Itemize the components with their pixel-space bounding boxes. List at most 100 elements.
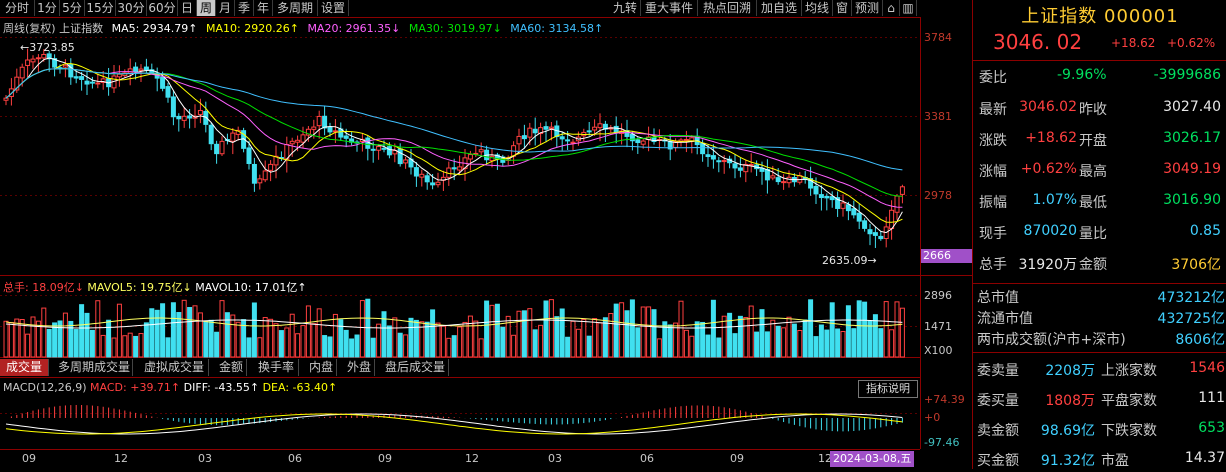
quote-value: 111	[1198, 390, 1225, 406]
volume-bar	[359, 300, 365, 358]
quote-label: 平盘家数	[1101, 393, 1157, 409]
volume-bar	[824, 329, 830, 358]
tab-60min[interactable]: 60分	[147, 0, 178, 16]
candle	[397, 148, 403, 165]
candle	[856, 212, 862, 222]
tab-30min[interactable]: 30分	[116, 0, 147, 16]
tab-amount[interactable]: 金额	[216, 359, 247, 376]
candle	[775, 177, 781, 183]
volume-bar	[797, 329, 803, 358]
tab-5min[interactable]: 5分	[60, 0, 85, 16]
volume-bar	[543, 300, 549, 358]
indicator-help-button[interactable]: 指标说明	[858, 380, 918, 398]
quote-label: 涨幅	[979, 164, 1007, 180]
quote-label: 最高	[1079, 164, 1107, 180]
tab-volume[interactable]: 成交量	[0, 359, 49, 376]
volume-bar	[624, 310, 630, 358]
volume-bar	[106, 319, 112, 358]
volume-bar	[408, 317, 414, 358]
quote-row: 振幅 1.07% 最低 3016.90	[973, 186, 1226, 214]
quote-value: 91.32亿	[1040, 453, 1095, 469]
tab-virtual-volume[interactable]: 虚拟成交量	[140, 359, 209, 376]
candle	[845, 204, 851, 212]
volume-bar	[808, 299, 814, 358]
order-row: 卖金额 98.69亿 下跌家数 653	[973, 414, 1226, 442]
quote-value: 8606亿	[1175, 332, 1225, 348]
volume-bar	[208, 319, 214, 358]
ma-lines-button[interactable]: 均线	[802, 0, 833, 16]
candle	[300, 134, 306, 143]
candle	[133, 66, 139, 73]
volume-bar	[883, 301, 889, 358]
volume-bar	[160, 303, 166, 358]
candle	[640, 140, 646, 145]
tab-multi-period[interactable]: 多周期	[273, 0, 318, 16]
candle	[872, 232, 878, 236]
volume-bar	[230, 314, 236, 358]
candle	[386, 146, 392, 156]
tab-day[interactable]: 日	[178, 0, 197, 16]
volume-total-label: 总手: 18.09亿↓	[3, 281, 84, 294]
volume-bar	[678, 300, 684, 358]
candle	[532, 128, 538, 134]
order-row: 买金额 91.32亿 市盈 14.37	[973, 444, 1226, 472]
hot-review-button[interactable]: 热点回溯	[698, 0, 757, 16]
candle	[521, 135, 527, 140]
volume-bar	[872, 314, 878, 358]
tab-turnover[interactable]: 换手率	[254, 359, 299, 376]
candle	[370, 148, 376, 151]
tab-year[interactable]: 年	[254, 0, 273, 16]
volume-bar	[613, 303, 619, 358]
major-events-button[interactable]: 重大事件	[641, 0, 698, 16]
volume-bar	[840, 331, 846, 358]
quote-label: 总手	[979, 257, 1007, 273]
tab-outer[interactable]: 外盘	[344, 359, 375, 376]
candlestick-chart[interactable]	[0, 0, 972, 469]
candle	[710, 155, 716, 160]
volume-bar	[235, 321, 241, 358]
volume-bar	[35, 320, 41, 358]
candle	[62, 64, 68, 68]
chart-icon[interactable]: ▥	[900, 0, 917, 16]
quote-label: 上涨家数	[1101, 363, 1157, 379]
volume-bar	[214, 331, 220, 358]
quote-value: 432725亿	[1157, 311, 1225, 327]
candle	[808, 178, 814, 189]
tab-week[interactable]: 周	[197, 0, 216, 16]
candle	[84, 80, 90, 85]
volume-bar	[516, 310, 522, 358]
macd-legend: MACD(12,26,9) MACD: +39.71↑ DIFF: -43.55…	[3, 381, 337, 394]
tab-15min[interactable]: 15分	[85, 0, 116, 16]
volume-bar	[143, 322, 149, 358]
volume-axis-unit: X100	[924, 344, 953, 357]
volume-bar	[392, 317, 398, 358]
market-row: 两市成交额(沪市+深市) 8606亿	[973, 326, 1226, 348]
macd-value: MACD: +39.71↑	[90, 381, 181, 394]
x-axis-label: 09	[730, 452, 744, 465]
volume-bar	[586, 335, 592, 358]
candle	[14, 76, 20, 91]
forecast-button[interactable]: 预测	[852, 0, 883, 16]
volume-bar	[111, 337, 117, 358]
volume-bar	[203, 320, 209, 358]
quote-panel: 上证指数 000001 3046. 02 +18.62 +0.62% 委比 -9…	[972, 0, 1226, 469]
tab-settings[interactable]: 设置	[318, 0, 349, 16]
add-watchlist-button[interactable]: 加自选	[757, 0, 802, 16]
quote-label: 委比	[979, 70, 1007, 86]
tab-after-hours-volume[interactable]: 盘后成交量	[382, 359, 449, 376]
tab-inner[interactable]: 内盘	[306, 359, 337, 376]
quote-row: 涨跌 +18.62 开盘 3026.17	[973, 124, 1226, 152]
tab-timeshare[interactable]: 分时	[0, 0, 35, 16]
volume-bar	[565, 336, 571, 358]
tab-1min[interactable]: 1分	[35, 0, 60, 16]
tab-month[interactable]: 月	[216, 0, 235, 16]
tab-quarter[interactable]: 季	[235, 0, 254, 16]
candle	[322, 115, 328, 129]
nine-turn-button[interactable]: 九转	[610, 0, 641, 16]
candle	[716, 160, 722, 163]
volume-bar	[316, 308, 322, 358]
window-button[interactable]: 窗	[833, 0, 852, 16]
tab-multi-period-volume[interactable]: 多周期成交量	[56, 359, 133, 376]
home-icon[interactable]: ⌂	[883, 0, 900, 16]
candle	[737, 167, 743, 171]
